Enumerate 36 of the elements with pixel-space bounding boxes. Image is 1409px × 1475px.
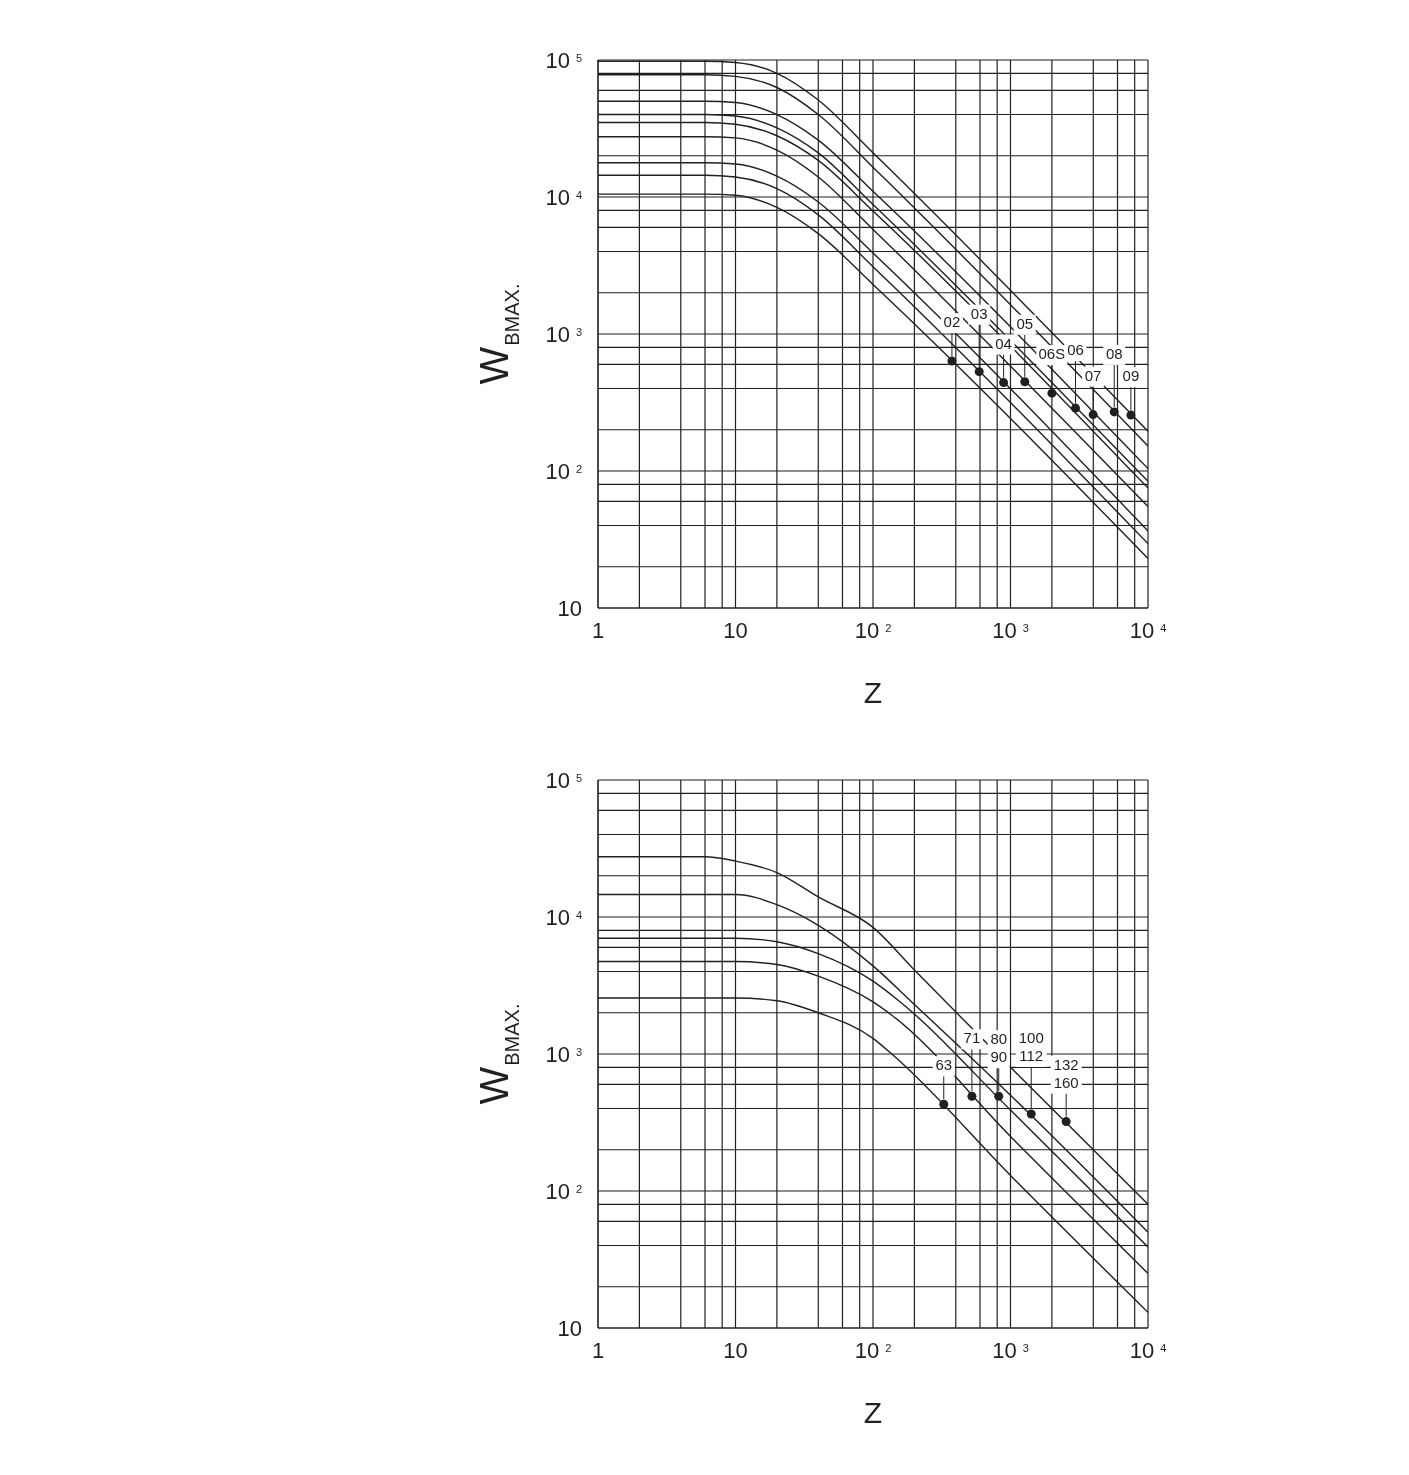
- y-tick-label: 10$^{2}$: [545, 1179, 582, 1204]
- x-tick-label: 1: [591, 1338, 605, 1363]
- x-tick-label: 10$^{4}$: [1129, 1338, 1167, 1363]
- x-axis-title: Z: [863, 1396, 883, 1429]
- annotation: 04: [995, 334, 1012, 352]
- annotation: 63: [935, 1056, 953, 1074]
- x-tick-label: 10$^{2}$: [854, 1338, 892, 1363]
- y-tick-label: 10$^{5}$: [545, 768, 582, 793]
- annotation: 06: [1067, 341, 1084, 359]
- x-tick-label: 10$^{3}$: [992, 618, 1029, 643]
- annotation: 03: [970, 304, 988, 322]
- annotation: 02: [943, 313, 961, 331]
- annotation: 06S: [1038, 345, 1066, 363]
- y-tick-label: 10$^{5}$: [545, 48, 582, 73]
- annotation: 05: [1016, 314, 1034, 332]
- annotation: 71: [963, 1029, 981, 1047]
- annotation: 132 160: [1053, 1055, 1079, 1091]
- annotation: 09: [1122, 367, 1140, 385]
- y-tick-label: 10: [557, 1316, 582, 1341]
- y-tick-label: 10: [557, 596, 582, 621]
- y-tick-label: 10$^{4}$: [545, 185, 582, 210]
- annotation: 100 112: [1018, 1028, 1044, 1064]
- y-tick-label: 10$^{4}$: [545, 905, 582, 930]
- x-tick-label: 10: [723, 618, 748, 643]
- y-tick-label: 10$^{3}$: [545, 1042, 582, 1067]
- y-tick-label: 10$^{3}$: [545, 322, 582, 347]
- x-tick-label: 10$^{4}$: [1129, 618, 1167, 643]
- x-tick-label: 1: [591, 618, 605, 643]
- x-tick-label: 10$^{2}$: [854, 618, 892, 643]
- x-tick-label: 10: [723, 1338, 748, 1363]
- annotation: 80 90: [990, 1030, 1008, 1066]
- x-tick-label: 10$^{3}$: [992, 1338, 1029, 1363]
- x-axis-title: Z: [863, 676, 883, 709]
- annotation: 07: [1084, 366, 1102, 384]
- y-tick-label: 10$^{2}$: [545, 459, 582, 484]
- annotation: 08: [1105, 344, 1123, 362]
